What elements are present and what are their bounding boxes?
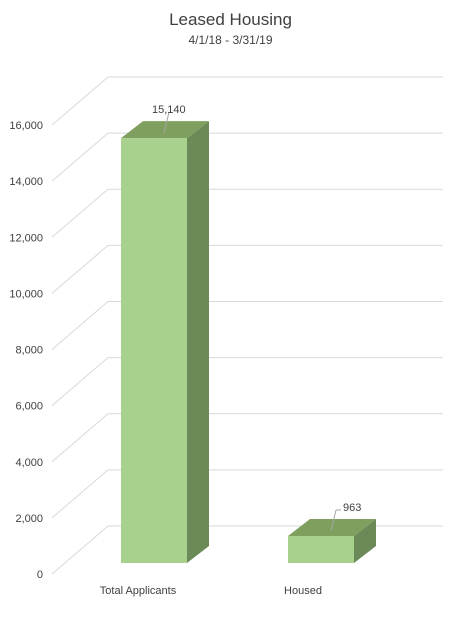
bar-side [187, 121, 209, 563]
y-tick-label: 14,000 [9, 176, 43, 188]
y-tick-label: 6,000 [15, 401, 43, 413]
y-tick-label: 2,000 [15, 513, 43, 525]
y-tick-label: 4,000 [15, 457, 43, 469]
y-tick-label: 8,000 [15, 345, 43, 357]
gridline-diag [51, 525, 109, 575]
gridline-diag [51, 244, 109, 294]
bar [288, 535, 354, 563]
y-tick-label: 12,000 [9, 232, 43, 244]
data-label: 963 [343, 502, 361, 514]
gridline-diag [51, 76, 109, 126]
gridline-diag [51, 413, 109, 463]
data-label: 15,140 [152, 104, 186, 116]
data-label-leader [330, 509, 337, 532]
gridline-diag [51, 357, 109, 407]
gridline-diag [51, 469, 109, 519]
x-tick-label: Housed [284, 585, 322, 597]
data-label-leader [163, 112, 170, 134]
bar [121, 138, 187, 564]
gridline-diag [51, 188, 109, 238]
gridline-diag [51, 301, 109, 350]
x-tick-label: Total Applicants [100, 585, 177, 597]
y-tick-label: 10,000 [9, 288, 43, 300]
chart-subtitle: 4/1/18 - 3/31/19 [188, 33, 273, 47]
y-tick-label: 16,000 [9, 120, 43, 132]
bar-side [354, 518, 376, 563]
gridline-diag [51, 132, 109, 182]
y-tick-label: 0 [37, 569, 43, 581]
chart-title: Leased Housing [169, 10, 292, 29]
